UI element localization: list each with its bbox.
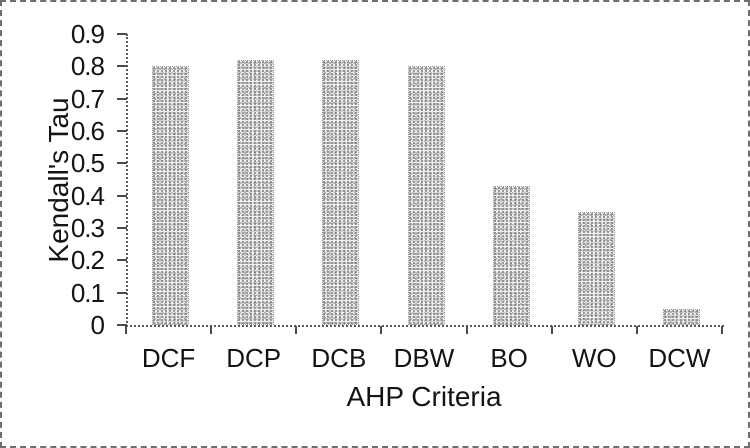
y-axis-tick — [117, 324, 127, 326]
x-tick-label-dcp: DCP — [226, 343, 282, 373]
y-tick-label: 0.8 — [70, 51, 105, 82]
y-axis-tick — [117, 130, 127, 132]
y-axis-tick — [117, 97, 127, 100]
y-tick-label: 0.7 — [70, 83, 105, 114]
y-tick-label: 0 — [90, 310, 105, 340]
x-tick-label-dbw: DBW — [393, 343, 455, 373]
x-axis-tick — [210, 326, 213, 334]
y-axis-tick — [117, 162, 127, 165]
x-tick-label-dcb: DCB — [311, 343, 367, 373]
bar-bo — [492, 185, 530, 325]
bar-dcp — [237, 59, 275, 325]
x-axis-tick — [295, 326, 298, 334]
y-axis-tick — [117, 194, 127, 197]
y-axis-tick — [117, 291, 127, 294]
x-tick-label-dcf: DCF — [141, 343, 196, 373]
y-axis-tick — [117, 33, 127, 35]
plot-area — [126, 34, 724, 327]
x-axis-tick — [380, 326, 383, 334]
x-axis-tick — [125, 326, 127, 334]
bar-dcw — [662, 308, 700, 325]
bar-dcf — [152, 66, 190, 325]
y-tick-label: 0.6 — [70, 116, 105, 146]
y-axis-tick — [117, 65, 127, 68]
x-tick-label-dcw: DCW — [648, 343, 711, 373]
y-tick-label: 0.5 — [70, 148, 105, 179]
y-tick-label: 0.2 — [70, 245, 105, 276]
y-axis-tick — [117, 259, 127, 262]
y-axis-tick — [117, 227, 127, 229]
y-tick-label: 0.3 — [70, 213, 105, 243]
bar-dcb — [322, 59, 360, 325]
y-tick-label: 0.4 — [70, 180, 105, 211]
y-tick-label: 0.1 — [70, 277, 105, 308]
x-axis-tick — [550, 326, 553, 334]
x-tick-label-bo: BO — [490, 343, 528, 373]
x-axis-tick — [465, 326, 468, 334]
bar-dbw — [407, 66, 445, 325]
bar-wo — [577, 211, 615, 325]
y-tick-label: 0.9 — [70, 19, 105, 49]
x-axis-tick — [721, 326, 723, 334]
x-tick-label-wo: WO — [571, 343, 617, 373]
x-axis-tick — [635, 326, 638, 334]
x-axis-title: AHP Criteria — [346, 381, 502, 412]
